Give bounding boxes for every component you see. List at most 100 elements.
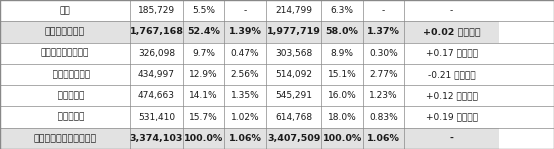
Text: 1.23%: 1.23% (370, 91, 398, 100)
Bar (404, 85, 499, 106)
Bar (266, 106, 321, 128)
Bar (224, 85, 266, 106)
Text: 474,663: 474,663 (138, 91, 175, 100)
Text: 6.3%: 6.3% (331, 6, 353, 15)
Text: 434,997: 434,997 (138, 70, 175, 79)
Text: -0.21 个百分点: -0.21 个百分点 (428, 70, 475, 79)
Text: 16.0%: 16.0% (328, 91, 356, 100)
Bar (363, 64, 404, 85)
Bar (321, 85, 363, 106)
Text: 52.4%: 52.4% (187, 27, 220, 36)
Text: 2.77%: 2.77% (370, 70, 398, 79)
Bar (0, 0, 130, 21)
Bar (130, 64, 183, 85)
Bar (224, 43, 266, 64)
Bar (363, 43, 404, 64)
Text: +0.02 个百分点: +0.02 个百分点 (423, 27, 480, 36)
Bar (363, 0, 404, 21)
Bar (130, 128, 183, 149)
Text: 信用卡应收账款: 信用卡应收账款 (40, 70, 90, 79)
Text: 15.1%: 15.1% (328, 70, 356, 79)
Text: 其中：住房按揭贷款: 其中：住房按揭贷款 (41, 49, 89, 58)
Bar (224, 128, 266, 149)
Text: 58.0%: 58.0% (326, 27, 358, 36)
Text: 1.06%: 1.06% (367, 134, 400, 143)
Bar (266, 64, 321, 85)
Bar (183, 0, 224, 21)
Bar (183, 85, 224, 106)
Bar (224, 21, 266, 43)
Text: 0.47%: 0.47% (231, 49, 259, 58)
Text: 531,410: 531,410 (138, 113, 175, 122)
Text: 3,374,103: 3,374,103 (130, 134, 183, 143)
Bar (363, 21, 404, 43)
Text: 100.0%: 100.0% (184, 134, 223, 143)
Text: 18.0%: 18.0% (328, 113, 356, 122)
Bar (183, 21, 224, 43)
Text: 0.30%: 0.30% (370, 49, 398, 58)
Text: 3,407,509: 3,407,509 (267, 134, 320, 143)
Text: 1.39%: 1.39% (229, 27, 261, 36)
Text: 经营性贷款: 经营性贷款 (46, 113, 84, 122)
Bar (183, 128, 224, 149)
Bar (363, 85, 404, 106)
Bar (0, 106, 130, 128)
Bar (0, 85, 130, 106)
Bar (404, 0, 499, 21)
Text: -: - (382, 6, 385, 15)
Text: 303,568: 303,568 (275, 49, 312, 58)
Text: 614,768: 614,768 (275, 113, 312, 122)
Text: +0.12 个百分点: +0.12 个百分点 (425, 91, 478, 100)
Bar (404, 128, 499, 149)
Bar (363, 128, 404, 149)
Bar (321, 106, 363, 128)
Text: 100.0%: 100.0% (322, 134, 362, 143)
Bar (266, 21, 321, 43)
Text: 15.7%: 15.7% (189, 113, 218, 122)
Text: 贴现: 贴现 (60, 6, 70, 15)
Bar (183, 64, 224, 85)
Bar (130, 85, 183, 106)
Bar (404, 43, 499, 64)
Text: +0.19 个百分点: +0.19 个百分点 (425, 113, 478, 122)
Bar (224, 106, 266, 128)
Bar (321, 64, 363, 85)
Bar (0, 64, 130, 85)
Text: 1.35%: 1.35% (231, 91, 259, 100)
Text: 1.02%: 1.02% (231, 113, 259, 122)
Text: +0.17 个百分点: +0.17 个百分点 (425, 49, 478, 58)
Text: 14.1%: 14.1% (189, 91, 218, 100)
Bar (266, 128, 321, 149)
Bar (130, 0, 183, 21)
Bar (0, 43, 130, 64)
Bar (404, 21, 499, 43)
Bar (321, 43, 363, 64)
Text: 2.56%: 2.56% (231, 70, 259, 79)
Bar (404, 106, 499, 128)
Text: 185,729: 185,729 (138, 6, 175, 15)
Bar (130, 43, 183, 64)
Bar (130, 21, 183, 43)
Text: 消费性贷款: 消费性贷款 (46, 91, 84, 100)
Text: 1,977,719: 1,977,719 (266, 27, 321, 36)
Text: -: - (450, 6, 453, 15)
Text: 326,098: 326,098 (138, 49, 175, 58)
Bar (321, 0, 363, 21)
Bar (0, 128, 130, 149)
Text: 1.37%: 1.37% (367, 27, 400, 36)
Bar (266, 0, 321, 21)
Bar (363, 106, 404, 128)
Text: -: - (450, 134, 453, 143)
Text: 545,291: 545,291 (275, 91, 312, 100)
Bar (224, 0, 266, 21)
Text: -: - (244, 6, 247, 15)
Bar (130, 106, 183, 128)
Text: 个人贷款（注）: 个人贷款（注） (45, 27, 85, 36)
Text: 514,092: 514,092 (275, 70, 312, 79)
Text: 1.06%: 1.06% (229, 134, 261, 143)
Bar (266, 43, 321, 64)
Bar (266, 85, 321, 106)
Bar (0, 21, 130, 43)
Bar (224, 64, 266, 85)
Bar (321, 128, 363, 149)
